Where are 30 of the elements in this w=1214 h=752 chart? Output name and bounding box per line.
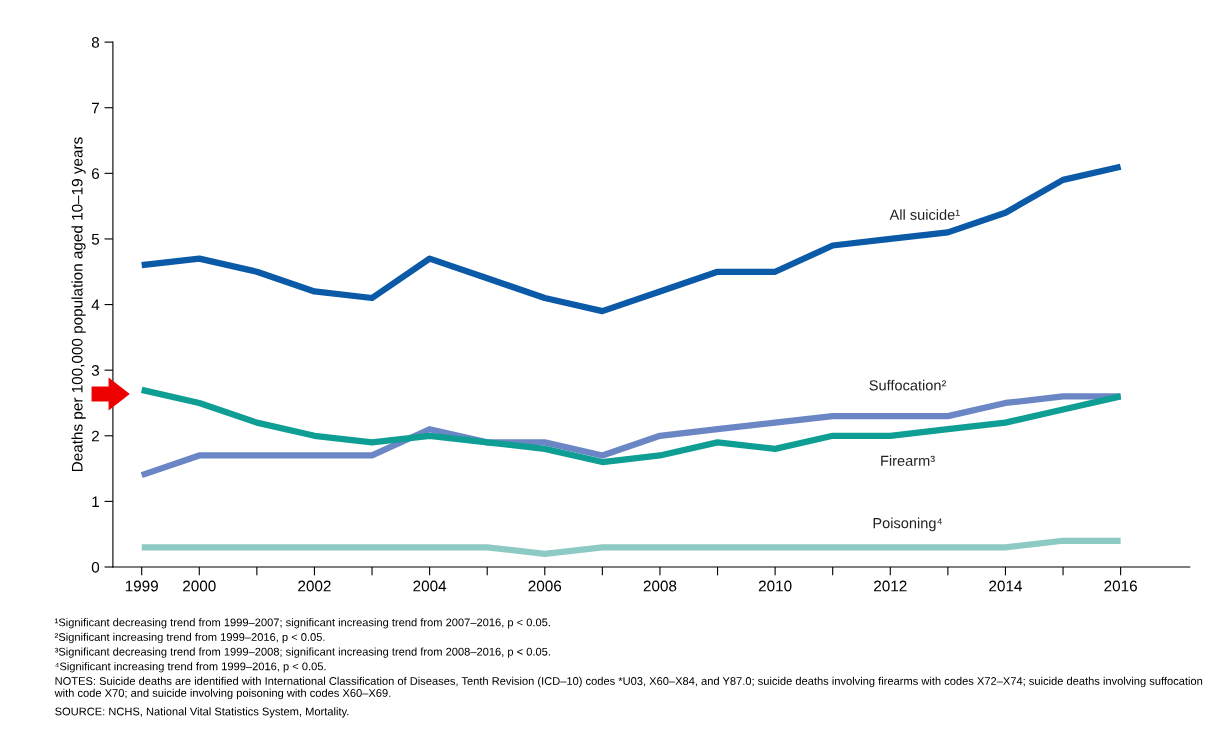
y-axis-title: Deaths per 100,000 population aged 10–19 years bbox=[71, 137, 86, 472]
x-tick-label: 2000 bbox=[183, 580, 216, 592]
x-tick-label: 1999 bbox=[125, 580, 158, 592]
source-note: SOURCE: NCHS, National Vital Statistics System, Mortality. bbox=[55, 707, 349, 718]
text: NOTES: Suicide deaths are identified with International Classification of Diseases, Tenth Revision (ICD–10) codes *U03, X60–X84, and Y87.0; suicide deaths involving firearms with codes X72–X74; suicide deaths involving suffocation with code X70; and suicide involving poisoning with codes X60–X69. bbox=[54, 676, 1203, 700]
y-tick-label: 0 bbox=[91, 561, 100, 573]
x-tick-label: 2004 bbox=[413, 580, 447, 592]
x-tick-label: 2006 bbox=[528, 580, 562, 592]
y-tick-label: 3 bbox=[91, 365, 100, 376]
series-label: Suffocation² bbox=[869, 379, 947, 391]
y-tick-label: 2 bbox=[91, 430, 99, 442]
y-tick-label: 8 bbox=[91, 36, 100, 48]
y-tick-label: 4 bbox=[91, 299, 100, 311]
text: ³Significant decreasing trend from 1999–2008; significant increasing trend from 2008–2016, p < 0.05. bbox=[54, 647, 550, 658]
x-tick-label: 2008 bbox=[643, 580, 677, 592]
text: ¹Significant decreasing trend from 1999–2007; significant increasing trend from 2007–2016, p < 0.05. bbox=[55, 618, 550, 629]
x-tick-label: 2012 bbox=[874, 580, 907, 592]
y-tick-label: 7 bbox=[91, 102, 99, 114]
x-tick-label: 2002 bbox=[298, 580, 331, 592]
series-label: Firearm³ bbox=[881, 455, 935, 466]
series-label: Poisoning⁴ bbox=[873, 517, 942, 532]
x-tick-label: 2010 bbox=[758, 580, 792, 592]
x-tick-label: 2016 bbox=[1104, 580, 1137, 592]
text: ²Significant increasing trend from 1999–2016, p < 0.05. bbox=[54, 632, 325, 644]
y-tick-label: 5 bbox=[91, 233, 100, 245]
text: ⁴Significant increasing trend from 1999–2016, p < 0.05. bbox=[55, 662, 326, 673]
y-tick-label: 6 bbox=[91, 168, 100, 180]
y-tick-label: 1 bbox=[92, 496, 99, 507]
x-tick-label: 2014 bbox=[989, 580, 1022, 592]
series-label: All suicide¹ bbox=[889, 209, 960, 220]
